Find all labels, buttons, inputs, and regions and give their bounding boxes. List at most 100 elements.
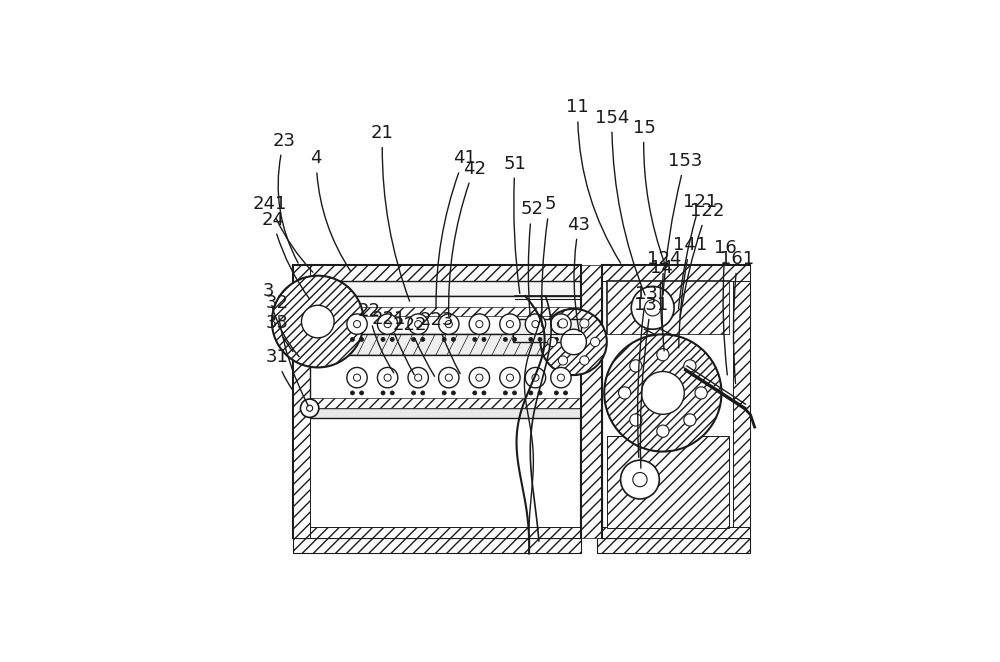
Circle shape <box>557 374 564 381</box>
Circle shape <box>353 374 361 381</box>
Bar <box>607 281 729 334</box>
Circle shape <box>347 314 367 334</box>
Text: 153: 153 <box>663 152 702 295</box>
Circle shape <box>415 374 422 381</box>
Circle shape <box>604 334 721 451</box>
Circle shape <box>641 371 684 414</box>
Circle shape <box>525 314 546 334</box>
Text: 3: 3 <box>263 282 299 357</box>
Circle shape <box>451 391 455 395</box>
Circle shape <box>563 338 568 342</box>
Text: 241: 241 <box>253 195 313 272</box>
Text: 161: 161 <box>720 250 755 383</box>
Circle shape <box>580 319 589 328</box>
Circle shape <box>558 319 568 328</box>
Text: 24: 24 <box>261 211 310 299</box>
Circle shape <box>631 287 674 329</box>
Circle shape <box>442 391 446 395</box>
Circle shape <box>621 460 659 499</box>
Circle shape <box>554 338 558 342</box>
Text: 21: 21 <box>371 124 410 301</box>
Circle shape <box>408 367 428 388</box>
Text: 42: 42 <box>449 160 486 316</box>
Text: 32: 32 <box>266 294 308 406</box>
Circle shape <box>439 367 459 388</box>
Circle shape <box>445 374 452 381</box>
Circle shape <box>590 338 600 346</box>
Circle shape <box>300 399 319 418</box>
Circle shape <box>563 391 568 395</box>
Circle shape <box>684 414 696 426</box>
Circle shape <box>503 338 507 342</box>
Circle shape <box>408 314 428 334</box>
Bar <box>607 281 729 334</box>
Text: 13: 13 <box>635 285 657 457</box>
Bar <box>310 265 581 281</box>
Text: 11: 11 <box>566 99 621 263</box>
Circle shape <box>301 305 334 338</box>
Circle shape <box>421 391 425 395</box>
Circle shape <box>381 391 385 395</box>
Text: 31: 31 <box>266 348 293 391</box>
Circle shape <box>412 338 416 342</box>
Circle shape <box>421 338 425 342</box>
Text: 4: 4 <box>311 150 350 271</box>
Circle shape <box>360 338 364 342</box>
Circle shape <box>551 314 571 334</box>
Circle shape <box>645 300 661 316</box>
Circle shape <box>630 414 642 426</box>
Circle shape <box>482 338 486 342</box>
Circle shape <box>503 391 507 395</box>
Circle shape <box>619 387 631 399</box>
Circle shape <box>532 320 539 328</box>
Text: 124: 124 <box>647 250 682 351</box>
Circle shape <box>684 359 696 372</box>
Circle shape <box>561 329 586 355</box>
Circle shape <box>551 367 571 388</box>
Circle shape <box>541 308 607 375</box>
Circle shape <box>633 473 647 487</box>
Text: 154: 154 <box>595 109 645 295</box>
Circle shape <box>377 367 398 388</box>
Text: 14: 14 <box>650 259 673 332</box>
Text: 33: 33 <box>266 314 293 352</box>
Text: 222: 222 <box>392 316 435 376</box>
Circle shape <box>442 338 446 342</box>
Bar <box>293 538 581 553</box>
Circle shape <box>529 338 533 342</box>
Circle shape <box>557 320 564 328</box>
Text: 15: 15 <box>633 119 664 263</box>
Circle shape <box>558 356 568 365</box>
Bar <box>602 265 750 538</box>
Circle shape <box>307 405 313 411</box>
Circle shape <box>513 391 517 395</box>
Text: 5: 5 <box>542 195 556 326</box>
Circle shape <box>538 391 542 395</box>
Bar <box>310 296 581 334</box>
Bar <box>733 265 750 538</box>
Circle shape <box>525 367 546 388</box>
Circle shape <box>469 314 490 334</box>
Circle shape <box>390 391 394 395</box>
Circle shape <box>445 320 452 328</box>
Text: 122: 122 <box>680 202 724 317</box>
Circle shape <box>390 338 394 342</box>
Circle shape <box>473 391 477 395</box>
Bar <box>310 307 581 316</box>
Bar <box>310 334 581 355</box>
Text: 51: 51 <box>504 154 526 293</box>
Circle shape <box>439 314 459 334</box>
Circle shape <box>538 338 542 342</box>
Bar <box>607 436 729 528</box>
Bar <box>597 538 750 553</box>
Circle shape <box>554 391 558 395</box>
Text: 221: 221 <box>372 310 414 375</box>
Circle shape <box>469 367 490 388</box>
Bar <box>602 265 750 281</box>
Text: 23: 23 <box>273 132 298 263</box>
Text: 141: 141 <box>673 236 707 348</box>
Circle shape <box>272 275 364 367</box>
Bar <box>293 265 581 538</box>
Text: 22: 22 <box>357 303 394 373</box>
Text: 121: 121 <box>678 193 718 308</box>
